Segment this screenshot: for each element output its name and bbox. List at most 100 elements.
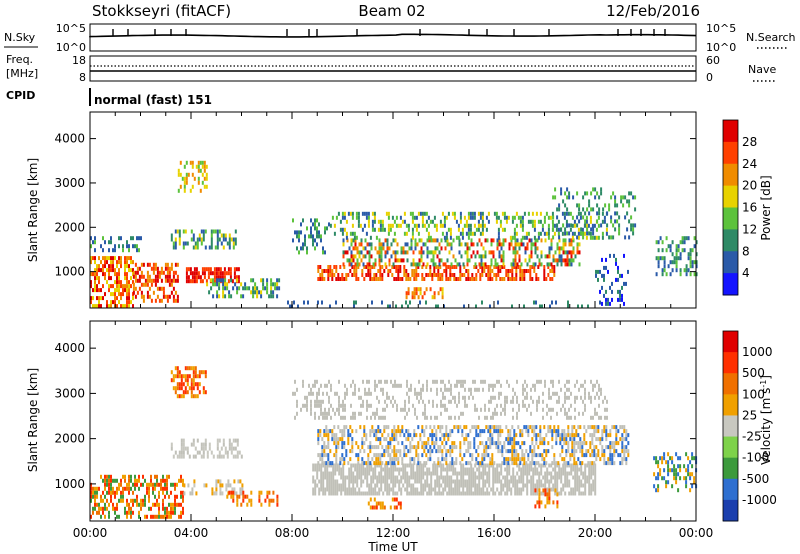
power-cell [321, 300, 323, 305]
power-cell [558, 203, 561, 208]
colorbar-tick-label: 100 [742, 387, 765, 401]
velocity-cell [510, 479, 513, 484]
power-cell [592, 187, 595, 192]
velocity-cell [98, 486, 100, 491]
power-cell [379, 227, 382, 232]
velocity-cell [120, 498, 122, 503]
power-cell [429, 273, 432, 277]
velocity-cell [611, 457, 614, 462]
power-cell [349, 269, 352, 273]
power-cell [406, 242, 409, 247]
power-cell [576, 223, 579, 228]
velocity-cell [333, 433, 336, 438]
velocity-cell [236, 438, 239, 443]
power-cell [455, 219, 458, 224]
velocity-cell [490, 463, 493, 468]
power-cell [621, 297, 623, 302]
velocity-cell [467, 449, 470, 454]
velocity-cell [98, 502, 100, 507]
velocity-cell [518, 467, 521, 472]
velocity-cell [561, 437, 564, 442]
velocity-cell [180, 446, 183, 451]
velocity-cell [533, 449, 536, 454]
velocity-cell [322, 391, 324, 396]
power-cell [353, 269, 356, 273]
power-cell [278, 278, 281, 283]
velocity-cell [513, 461, 516, 466]
power-cell [237, 275, 240, 280]
power-cell [128, 280, 130, 285]
velocity-cell [390, 487, 393, 492]
velocity-cell [590, 463, 593, 468]
power-cell [465, 277, 468, 281]
velocity-cell [397, 441, 400, 446]
power-cell [339, 227, 342, 232]
power-cell [567, 304, 569, 309]
velocity-cell [467, 445, 470, 450]
velocity-cell [423, 461, 426, 466]
velocity-cell [500, 471, 503, 476]
velocity-cell [557, 433, 560, 438]
velocity-cell [310, 387, 312, 392]
power-cell [276, 282, 279, 287]
power-cell [380, 258, 383, 263]
power-cell [118, 280, 120, 285]
velocity-cell [375, 433, 378, 438]
power-cell [492, 254, 495, 259]
velocity-cell [338, 487, 341, 492]
velocity-cell [576, 463, 579, 468]
velocity-cell [603, 461, 606, 466]
velocity-cell [178, 370, 181, 375]
velocity-cell [590, 467, 593, 472]
velocity-cell [422, 463, 425, 468]
velocity-cell [493, 425, 496, 430]
power-cell [335, 265, 338, 269]
power-cell [168, 274, 171, 279]
velocity-cell [352, 475, 355, 480]
velocity-cell [473, 445, 476, 450]
velocity-cell [132, 498, 134, 503]
velocity-cell [592, 387, 594, 392]
power-cell [350, 242, 353, 247]
velocity-cell [486, 479, 489, 484]
power-cell [439, 277, 442, 281]
power-cell [114, 248, 116, 253]
velocity-cell [416, 467, 419, 472]
power-cell [439, 223, 442, 228]
velocity-cell [671, 460, 674, 465]
velocity-cell [462, 463, 465, 468]
power-cell [416, 262, 419, 267]
velocity-cell [112, 506, 114, 511]
power-cell [197, 164, 200, 169]
velocity-cell [126, 502, 128, 507]
velocity-cell [360, 491, 363, 496]
velocity-cell [602, 399, 604, 404]
velocity-cell [323, 445, 326, 450]
velocity-cell [507, 449, 510, 454]
power-cell [172, 294, 175, 299]
power-cell [624, 215, 627, 220]
power-cell [502, 238, 505, 243]
power-cell [540, 238, 543, 243]
power-cell [566, 223, 569, 228]
power-cell [481, 227, 484, 232]
velocity-cell [158, 506, 160, 511]
velocity-cell [596, 411, 598, 416]
power-cell [523, 269, 526, 273]
time-axis: 00:00 04:00 08:00 12:00 16:00 20:00 00:00 [73, 526, 714, 540]
velocity-cell [370, 403, 372, 408]
velocity-cell [535, 433, 538, 438]
power-cell [683, 236, 686, 241]
colorbar-tick-label: 4 [742, 266, 750, 280]
power-cell [272, 282, 275, 287]
velocity-cell [363, 449, 366, 454]
velocity-cell [444, 467, 447, 472]
power-cell [549, 269, 552, 273]
power-cell [218, 278, 221, 283]
velocity-cell [296, 403, 298, 408]
power-cell [342, 238, 345, 243]
velocity-cell [344, 475, 347, 480]
velocity-cell [568, 387, 570, 392]
velocity-cell [467, 433, 470, 438]
power-cell [176, 298, 179, 303]
